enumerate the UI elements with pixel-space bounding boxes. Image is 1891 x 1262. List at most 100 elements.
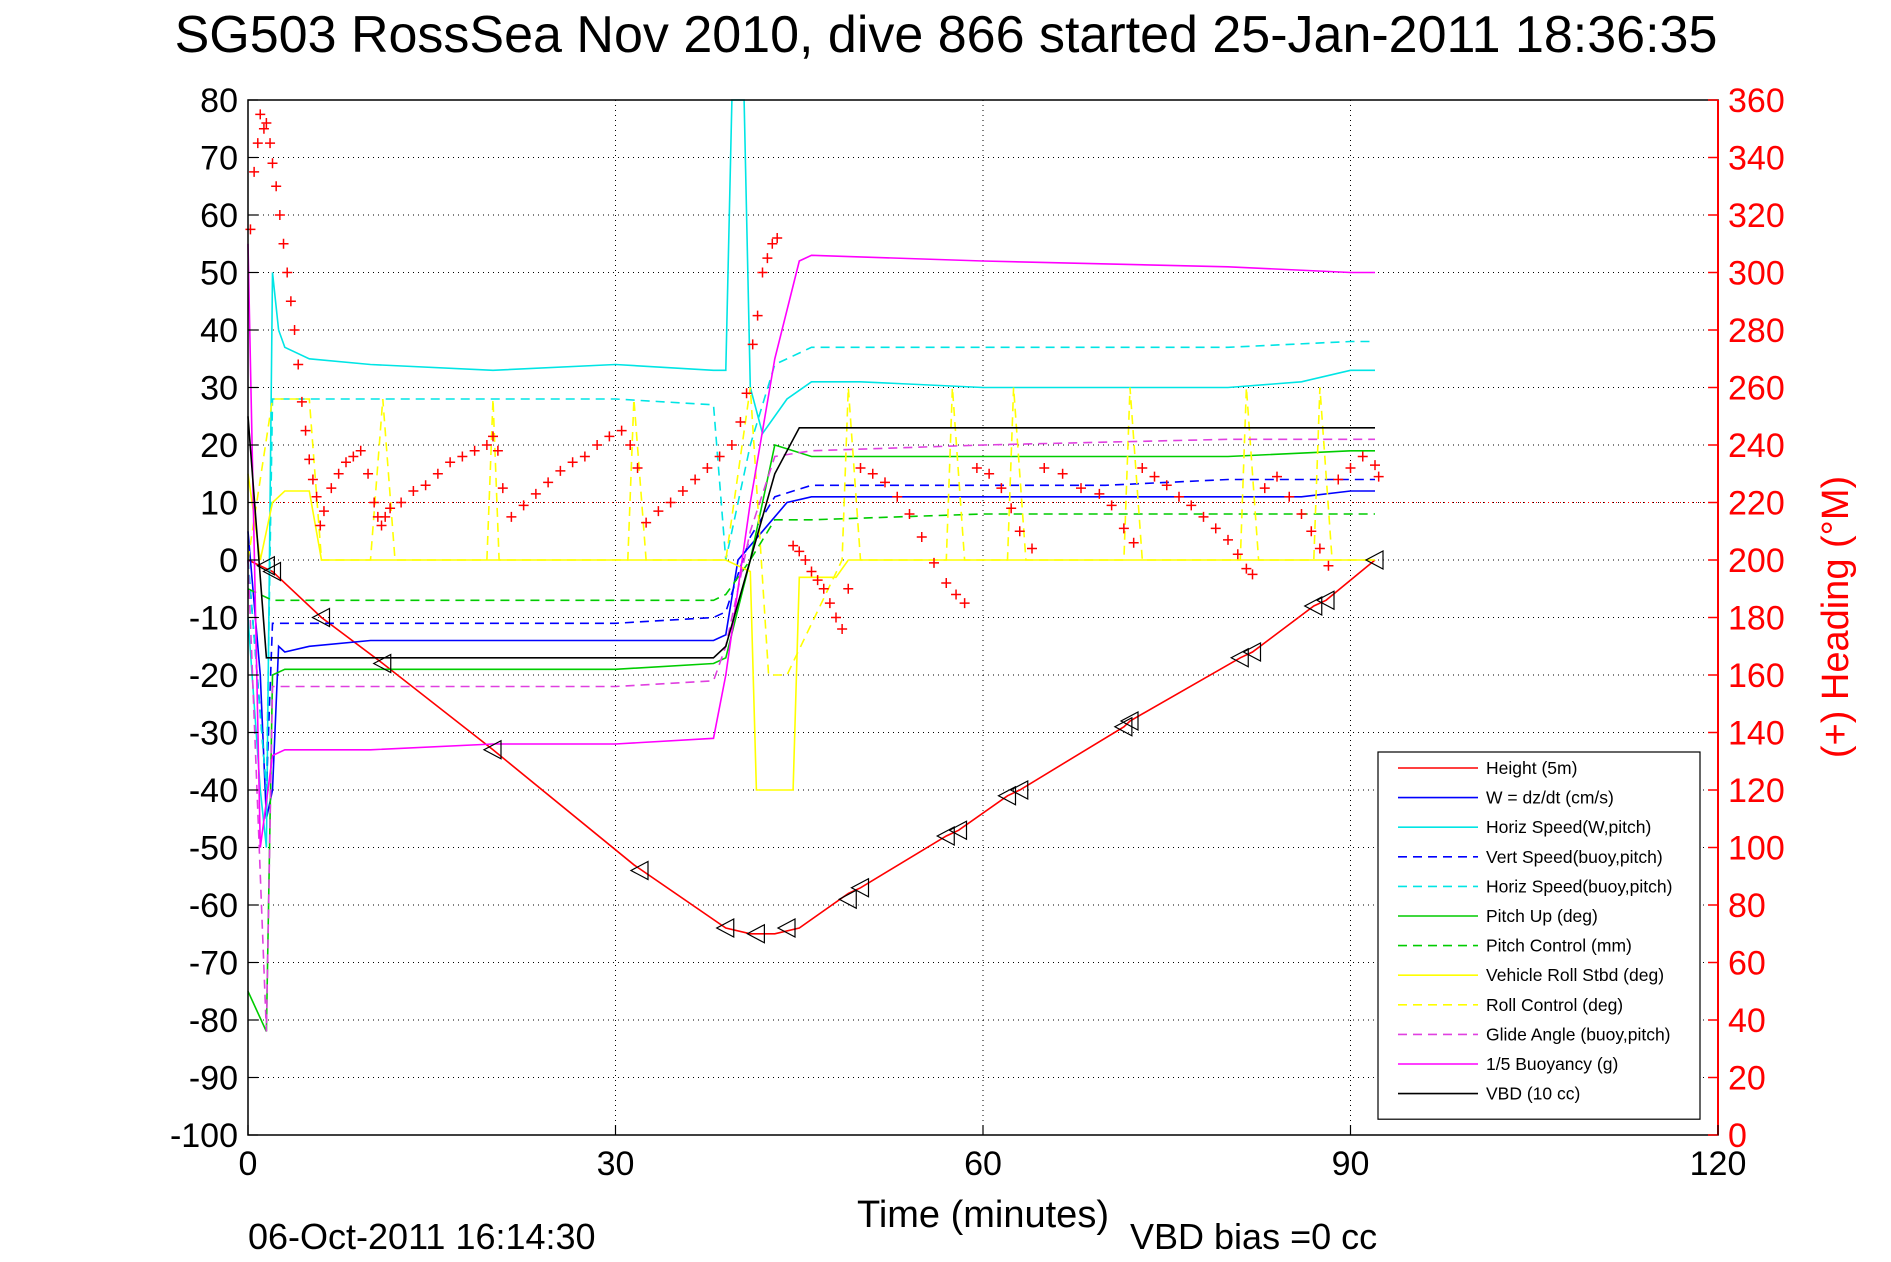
heading-point — [267, 158, 278, 169]
heading-point — [355, 445, 366, 456]
legend-entry: 1/5 Buoyancy (g) — [1486, 1054, 1618, 1074]
series-line-6 — [247, 513, 1375, 602]
y-tick-label: -70 — [189, 945, 238, 983]
heading-point — [1323, 560, 1334, 571]
heading-point — [677, 486, 688, 496]
legend-entry: Roll Control (deg) — [1486, 995, 1623, 1015]
heading-point — [420, 480, 431, 491]
heading-point — [271, 181, 282, 192]
heading-point — [492, 445, 503, 456]
height-marker — [482, 739, 502, 760]
heading-point — [304, 454, 315, 465]
heading-point — [333, 468, 344, 479]
height-marker — [776, 918, 796, 938]
series-line-3 — [247, 478, 1375, 791]
y-tick-label: -80 — [189, 1002, 238, 1040]
y-tick-label: -10 — [189, 600, 238, 638]
y-tick-label: 40 — [200, 312, 238, 350]
y-tick-label: -60 — [189, 887, 238, 925]
height-marker — [1119, 711, 1139, 731]
vbd-bias-label: VBD bias =0 cc — [1130, 1216, 1377, 1257]
heading-point — [735, 417, 746, 427]
y-tick-label: 20 — [200, 427, 238, 465]
legend-entry: VBD (10 cc) — [1486, 1084, 1580, 1104]
height-marker — [311, 607, 331, 628]
y2-tick-label: 340 — [1728, 140, 1785, 178]
heading-point — [702, 463, 713, 473]
heading-point — [1370, 460, 1380, 471]
heading-point — [1345, 463, 1356, 473]
heading-point — [274, 210, 285, 220]
y2-tick-label: 180 — [1728, 600, 1785, 638]
heading-point — [951, 589, 962, 600]
heading-point — [497, 483, 508, 494]
heading-point — [282, 267, 293, 278]
legend-entry: Horiz Speed(buoy,pitch) — [1486, 876, 1672, 896]
heading-point — [941, 578, 952, 588]
heading-point — [1306, 526, 1317, 537]
timestamp-label: 06-Oct-2011 16:14:30 — [248, 1216, 596, 1257]
heading-point — [616, 425, 627, 436]
heading-point — [255, 109, 266, 120]
y2-tick-label: 300 — [1728, 255, 1785, 293]
legend-entry: Horiz Speed(W,pitch) — [1486, 817, 1651, 837]
heading-point — [1259, 483, 1270, 494]
heading-point — [747, 339, 758, 350]
heading-point — [916, 532, 927, 542]
heading-point — [929, 557, 939, 568]
heading-point — [1149, 471, 1160, 482]
heading-point — [307, 474, 318, 485]
y2-tick-label: 280 — [1728, 312, 1785, 350]
heading-point — [300, 425, 311, 436]
heading-point — [432, 468, 443, 479]
heading-point — [837, 624, 848, 634]
heading-point — [1027, 543, 1037, 554]
legend-entry: W = dz/dt (cm/s) — [1486, 788, 1614, 808]
height-marker — [850, 877, 870, 898]
heading-point — [1272, 471, 1282, 482]
heading-point — [278, 238, 289, 249]
y-tick-label: 30 — [200, 370, 238, 408]
series-line-4 — [247, 340, 1375, 791]
heading-point — [855, 463, 866, 473]
heading-point — [984, 468, 995, 479]
heading-point — [1057, 468, 1068, 479]
heading-point — [543, 477, 554, 488]
heading-point — [293, 359, 304, 370]
heading-point — [831, 612, 841, 623]
legend-entry: Height (5m) — [1486, 758, 1577, 778]
height-marker — [997, 785, 1017, 806]
heading-point — [1076, 483, 1086, 494]
heading-point — [1333, 474, 1344, 485]
heading-point — [818, 583, 829, 594]
heading-point — [806, 566, 817, 577]
heading-point — [530, 488, 541, 499]
heading-point — [245, 224, 256, 235]
legend-entry: Pitch Control (mm) — [1486, 936, 1632, 956]
heading-point — [632, 463, 643, 473]
heading-point — [1210, 523, 1221, 534]
heading-point — [800, 555, 811, 565]
heading-point — [1137, 463, 1148, 473]
x-tick-label: 60 — [964, 1145, 1002, 1183]
heading-point — [289, 325, 300, 335]
series-line-5 — [247, 443, 1375, 1032]
heading-point — [757, 267, 768, 278]
y2-tick-label: 220 — [1728, 485, 1785, 523]
legend-entry: Pitch Up (deg) — [1486, 906, 1598, 926]
height-marker — [262, 561, 282, 582]
height-marker — [746, 923, 765, 944]
heading-point — [261, 118, 272, 128]
right-y-axis: 3603403203002802602402202001801601401201… — [1708, 82, 1785, 1155]
height-marker — [1009, 780, 1029, 800]
heading-point — [880, 477, 890, 488]
heading-point — [788, 540, 799, 551]
heading-point — [567, 457, 578, 468]
y2-tick-label: 260 — [1728, 370, 1785, 408]
height-marker — [935, 826, 955, 846]
heading-point — [1094, 488, 1105, 499]
y-tick-label: 0 — [219, 542, 238, 580]
heading-point — [762, 253, 773, 264]
y2-tick-label: 20 — [1728, 1060, 1766, 1098]
heading-point — [518, 500, 529, 511]
